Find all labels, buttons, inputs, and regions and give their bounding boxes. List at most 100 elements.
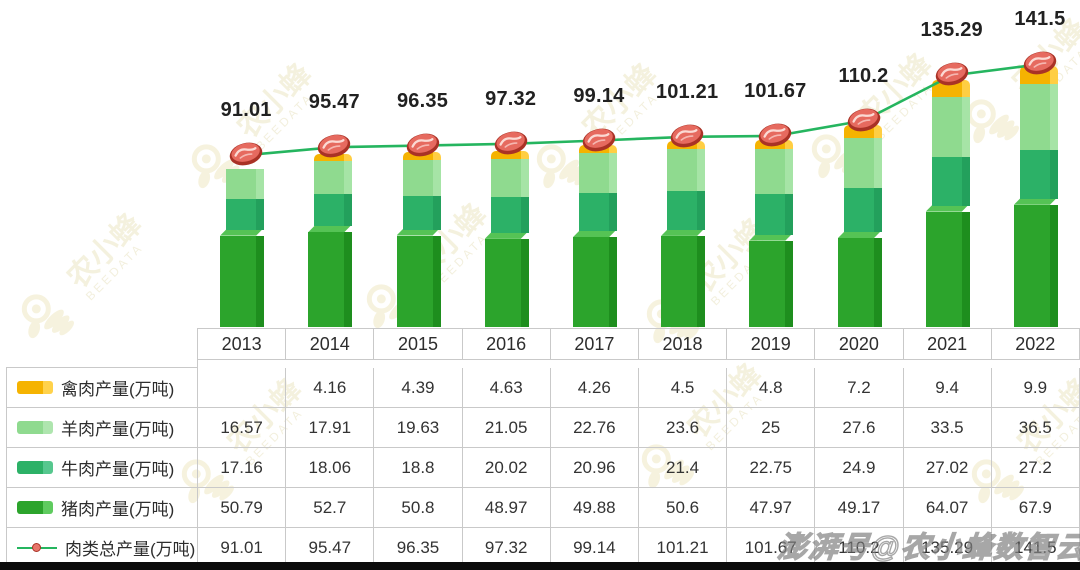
bar-segment-beef — [755, 193, 794, 235]
bar-segment-pork — [925, 211, 970, 327]
table-header-year-2019: 2019 — [727, 328, 816, 360]
bar-segment-mutton — [667, 148, 706, 192]
bar-segment-beef — [667, 191, 706, 230]
steak-marker-2013 — [227, 139, 265, 169]
total-label-2020: 110.2 — [838, 64, 889, 87]
bar-segment-mutton — [578, 152, 617, 194]
table-cell-beef-2018: 21.4 — [638, 448, 728, 488]
table-cell-beef-2013: 17.16 — [198, 448, 287, 488]
bar-column-2016 — [484, 0, 529, 327]
chart-area — [220, 0, 1058, 327]
table-cell-mutton-2022: 36.5 — [991, 408, 1080, 448]
bar-segment-pork-top-face — [396, 227, 441, 236]
bar-segment-pork — [396, 235, 441, 327]
table-cell-beef-2016: 20.02 — [462, 448, 551, 488]
table-header-year-2018: 2018 — [638, 328, 728, 360]
bar-segment-mutton — [843, 137, 882, 188]
table-cell-mutton-2019: 25 — [727, 408, 816, 448]
row-label-text: 禽肉产量(万吨) — [61, 380, 175, 399]
table-cell-pork-2016: 48.97 — [462, 488, 551, 528]
legend-swatch-poultry — [17, 381, 53, 394]
table-cell-mutton-2014: 17.91 — [286, 408, 375, 448]
bar-column-2018 — [661, 0, 706, 327]
table-cell-beef-2014: 18.06 — [286, 448, 375, 488]
bar-segment-pork — [661, 235, 706, 327]
bar-segment-pork — [749, 240, 794, 327]
bar-segment-mutton — [755, 148, 794, 194]
bar-segment-beef — [843, 187, 882, 233]
production-table: 2013 2014 2015 2016 2017 2018 2019 2020 2021 2022… — [6, 328, 1080, 568]
table-cell-beef-2020: 24.9 — [815, 448, 904, 488]
table-cell-poultry-2016: 4.63 — [462, 368, 551, 408]
bar-segment-pork-top-face — [572, 229, 617, 238]
bar-segment-mutton — [1019, 84, 1058, 150]
credit-watermark: 澎湃号@农小蜂数智云 — [775, 531, 1080, 564]
table-header-year-2017: 2017 — [550, 328, 639, 360]
bar-segment-beef — [490, 196, 529, 233]
table-cell-mutton-2020: 27.6 — [815, 408, 904, 448]
table-cell-poultry-2013 — [198, 368, 287, 408]
bar-segment-pork-top-face — [1013, 196, 1058, 205]
table-cell-mutton-2013: 16.57 — [198, 408, 287, 448]
row-label-poultry: 禽肉产量(万吨) — [6, 368, 198, 408]
row-label-text: 肉类总产量(万吨) — [65, 540, 196, 559]
table-cell-mutton-2015: 19.63 — [374, 408, 463, 448]
table-cell-poultry-2015: 4.39 — [374, 368, 463, 408]
legend-swatch-pork — [17, 501, 53, 514]
table-header-year-2021: 2021 — [903, 328, 992, 360]
bar-segment-pork-top-face — [661, 227, 706, 236]
bar-segment-pork — [484, 238, 529, 327]
bar-segment-mutton — [402, 160, 441, 196]
bar-segment-beef — [578, 193, 617, 232]
bar-segment-mutton — [931, 96, 970, 158]
steak-marker-2020 — [845, 105, 883, 135]
bottom-black-bar — [0, 562, 1080, 570]
legend-swatch-beef — [17, 461, 53, 474]
bar-segment-pork-top-face — [837, 230, 882, 239]
bar-segment-pork — [220, 235, 265, 327]
table-cell-pork-2015: 50.8 — [374, 488, 463, 528]
bar-segment-beef — [402, 195, 441, 230]
table-cell-beef-2015: 18.8 — [374, 448, 463, 488]
table-cell-poultry-2017: 4.26 — [550, 368, 639, 408]
table-cell-mutton-2021: 33.5 — [903, 408, 992, 448]
table-cell-pork-2020: 49.17 — [815, 488, 904, 528]
table-header-year-2013: 2013 — [198, 328, 287, 360]
table-cell-beef-2019: 22.75 — [727, 448, 816, 488]
table-cell-poultry-2018: 4.5 — [638, 368, 728, 408]
steak-marker-2017 — [580, 125, 618, 155]
steak-marker-2018 — [668, 121, 706, 151]
table-cell-beef-2017: 20.96 — [550, 448, 639, 488]
table-corner-cell — [6, 328, 198, 368]
bar-segment-pork — [837, 238, 882, 327]
steak-marker-2015 — [404, 130, 442, 160]
table-cell-mutton-2017: 22.76 — [550, 408, 639, 448]
steak-marker-2019 — [756, 120, 794, 150]
table-cell-mutton-2018: 23.6 — [638, 408, 728, 448]
bar-segment-pork-top-face — [220, 227, 265, 236]
bar-segment-pork-top-face — [925, 203, 970, 212]
row-label-pork: 猪肉产量(万吨) — [6, 488, 198, 528]
bar-column-2020 — [837, 0, 882, 327]
bar-segment-beef — [226, 198, 265, 230]
bar-segment-mutton — [314, 161, 353, 194]
bar-segment-pork-top-face — [749, 232, 794, 241]
row-label-text: 羊肉产量(万吨) — [61, 420, 175, 439]
legend-swatch-mutton — [17, 421, 53, 434]
bar-column-2021 — [925, 0, 970, 327]
bar-column-2014 — [308, 0, 353, 327]
steak-marker-2022 — [1021, 48, 1059, 78]
steak-marker-2021 — [933, 59, 971, 89]
table-cell-beef-2021: 27.02 — [903, 448, 992, 488]
table-header-year-2015: 2015 — [374, 328, 463, 360]
bar-segment-pork — [572, 237, 617, 327]
table-cell-poultry-2020: 7.2 — [815, 368, 904, 408]
bar-segment-pork-top-face — [484, 230, 529, 239]
row-label-mutton: 羊肉产量(万吨) — [6, 408, 198, 448]
bar-segment-mutton — [490, 158, 529, 197]
bar-segment-pork — [308, 232, 353, 327]
row-label-beef: 牛肉产量(万吨) — [6, 448, 198, 488]
table-cell-pork-2021: 64.07 — [903, 488, 992, 528]
bar-column-2015 — [396, 0, 441, 327]
